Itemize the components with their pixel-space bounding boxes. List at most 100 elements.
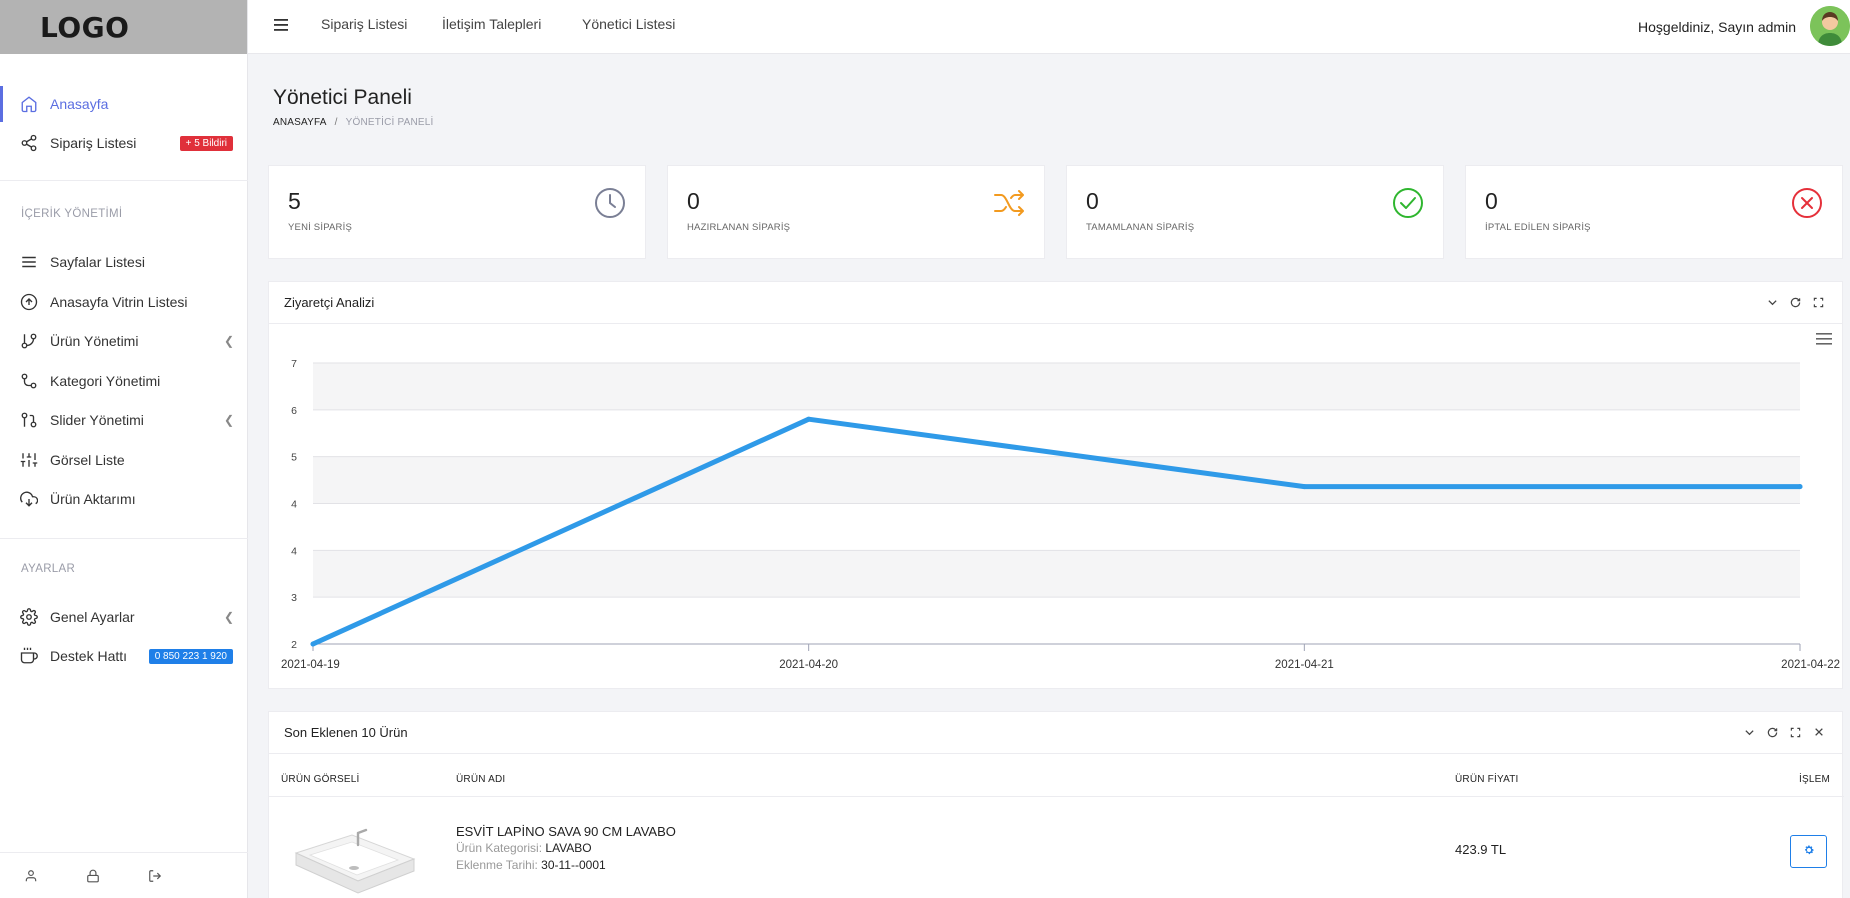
visitor-analysis-panel: Ziyaretçi Analizi 2 3 4 4 5 6 7 2021-04-19 2021-… [268, 281, 1843, 689]
chevron-down-icon[interactable] [1761, 295, 1784, 309]
sidebar-item-label: Ürün Yönetimi [50, 333, 139, 349]
sidebar-item-slider-yonetimi[interactable]: Slider Yönetimi ❮ [0, 402, 248, 438]
hamburger-menu-icon[interactable] [274, 18, 290, 37]
sidebar-item-siparis-listesi[interactable]: Sipariş Listesi + 5 Bildiri [0, 125, 248, 161]
sidebar-item-genel-ayarlar[interactable]: Genel Ayarlar ❮ [0, 599, 248, 635]
sidebar-item-label: Anasayfa Vitrin Listesi [50, 294, 188, 310]
divider [269, 796, 1844, 797]
stat-label: TAMAMLANAN SİPARİŞ [1086, 222, 1195, 233]
sidebar-item-label: Kategori Yönetimi [50, 373, 161, 389]
sidebar-item-anasayfa-vitrin[interactable]: Anasayfa Vitrin Listesi [0, 284, 248, 320]
check-circle-icon [1393, 188, 1423, 218]
series-line [310, 416, 1803, 647]
share-icon [20, 134, 38, 152]
stat-value: 0 [1086, 188, 1099, 214]
product-date-label: Eklenme Tarihi: [456, 858, 538, 872]
sidebar-item-urun-aktarimi[interactable]: Ürün Aktarımı [0, 481, 248, 517]
stat-label: HAZIRLANAN SİPARİŞ [687, 222, 791, 233]
logout-icon[interactable] [124, 869, 186, 883]
chevron-down-icon[interactable] [1738, 725, 1761, 739]
stat-label: YENİ SİPARİŞ [288, 222, 352, 233]
git-branch-icon [20, 332, 38, 350]
top-link-yonetici-listesi[interactable]: Yönetici Listesi [582, 16, 676, 32]
y-tick-label: 5 [291, 452, 297, 464]
welcome-text: Hoşgeldiniz, Sayın admin [1638, 19, 1796, 35]
sidebar-item-anasayfa[interactable]: Anasayfa [0, 86, 248, 122]
panel-tools [1761, 295, 1830, 309]
git-commit-icon [20, 372, 38, 390]
sidebar-item-urun-yonetimi[interactable]: Ürün Yönetimi ❮ [0, 323, 248, 359]
product-name[interactable]: ESVİT LAPİNO SAVA 90 CM LAVABO [456, 824, 676, 839]
sidebar-item-kategori-yonetimi[interactable]: Kategori Yönetimi [0, 363, 248, 399]
sidebar-item-gorsel-liste[interactable]: Görsel Liste [0, 442, 248, 478]
x-tick-label: 2021-04-21 [1275, 659, 1334, 671]
chart-menu-icon[interactable] [1816, 332, 1832, 350]
breadcrumb-current: YÖNETİCİ PANELİ [345, 117, 434, 128]
chevron-left-icon: ❮ [223, 413, 234, 427]
grid-band [313, 550, 1800, 598]
y-tick-label: 4 [291, 545, 297, 557]
product-category-value: LAVABO [545, 841, 592, 855]
sidebar-item-label: Genel Ayarlar [50, 609, 135, 625]
panel-title: Ziyaretçi Analizi [284, 295, 375, 310]
clock-icon [595, 188, 625, 218]
user-icon[interactable] [0, 869, 62, 883]
chevron-left-icon: ❮ [223, 334, 234, 348]
product-date-value: 30-11--0001 [541, 858, 606, 872]
logo-text: LOGO [40, 10, 130, 44]
x-tick-label: 2021-04-19 [281, 659, 340, 671]
gear-icon [1803, 843, 1815, 861]
fullscreen-icon[interactable] [1807, 295, 1830, 309]
logo[interactable]: LOGO [0, 0, 247, 54]
settings-button[interactable] [1790, 835, 1827, 868]
sidebar-item-label: Slider Yönetimi [50, 412, 144, 428]
shuffle-icon [994, 190, 1024, 216]
column-header-name: ÜRÜN ADI [456, 774, 506, 785]
product-price: 423.9 TL [1455, 842, 1507, 857]
stat-card-new-orders: 5 YENİ SİPARİŞ [268, 165, 646, 259]
coffee-icon [20, 647, 38, 665]
lock-icon[interactable] [62, 869, 124, 883]
stat-card-preparing-orders: 0 HAZIRLANAN SİPARİŞ [667, 165, 1045, 259]
y-tick-label: 6 [291, 405, 297, 417]
data-point [806, 416, 812, 422]
product-image[interactable] [292, 825, 417, 895]
sidebar-footer [0, 852, 248, 898]
y-tick-label: 2 [291, 639, 297, 651]
x-circle-icon [1792, 188, 1822, 218]
y-tick-label: 4 [291, 499, 297, 511]
divider [0, 538, 248, 539]
stat-value: 5 [288, 188, 301, 214]
product-date: Eklenme Tarihi: 30-11--0001 [456, 858, 606, 872]
phone-badge: 0 850 223 1 920 [148, 648, 233, 664]
fullscreen-icon[interactable] [1784, 725, 1807, 739]
panel-header: Son Eklenen 10 Ürün [269, 712, 1842, 754]
list-icon [20, 253, 38, 271]
stat-label: İPTAL EDİLEN SİPARİŞ [1485, 222, 1591, 233]
sliders-icon [20, 451, 38, 469]
breadcrumb-home[interactable]: ANASAYFA [273, 117, 327, 128]
data-point [1797, 484, 1803, 490]
column-header-image: ÜRÜN GÖRSELİ [281, 774, 360, 785]
close-icon[interactable] [1807, 725, 1830, 739]
x-tick-label: 2021-04-20 [779, 659, 838, 671]
y-tick-label: 7 [291, 358, 297, 370]
notification-badge: + 5 Bildiri [179, 135, 233, 151]
divider [0, 180, 248, 181]
gear-icon [20, 608, 38, 626]
sidebar-item-sayfalar-listesi[interactable]: Sayfalar Listesi [0, 244, 248, 280]
panel-title: Son Eklenen 10 Ürün [284, 725, 408, 740]
grid-band [313, 363, 1800, 410]
chevron-left-icon: ❮ [223, 610, 234, 624]
refresh-icon[interactable] [1761, 725, 1784, 739]
sidebar-item-label: Sayfalar Listesi [50, 254, 145, 270]
sidebar-item-destek-hatti[interactable]: Destek Hattı 0 850 223 1 920 [0, 638, 248, 674]
avatar[interactable] [1810, 6, 1850, 46]
topbar: Sipariş Listesi İletişim Talepleri Yönet… [248, 0, 1850, 54]
top-link-iletisim-talepleri[interactable]: İletişim Talepleri [442, 16, 542, 32]
refresh-icon[interactable] [1784, 295, 1807, 309]
panel-header: Ziyaretçi Analizi [269, 282, 1842, 324]
sidebar-item-label: Görsel Liste [50, 452, 125, 468]
sidebar-item-label: Anasayfa [50, 96, 109, 112]
top-link-siparis-listesi[interactable]: Sipariş Listesi [321, 16, 408, 32]
